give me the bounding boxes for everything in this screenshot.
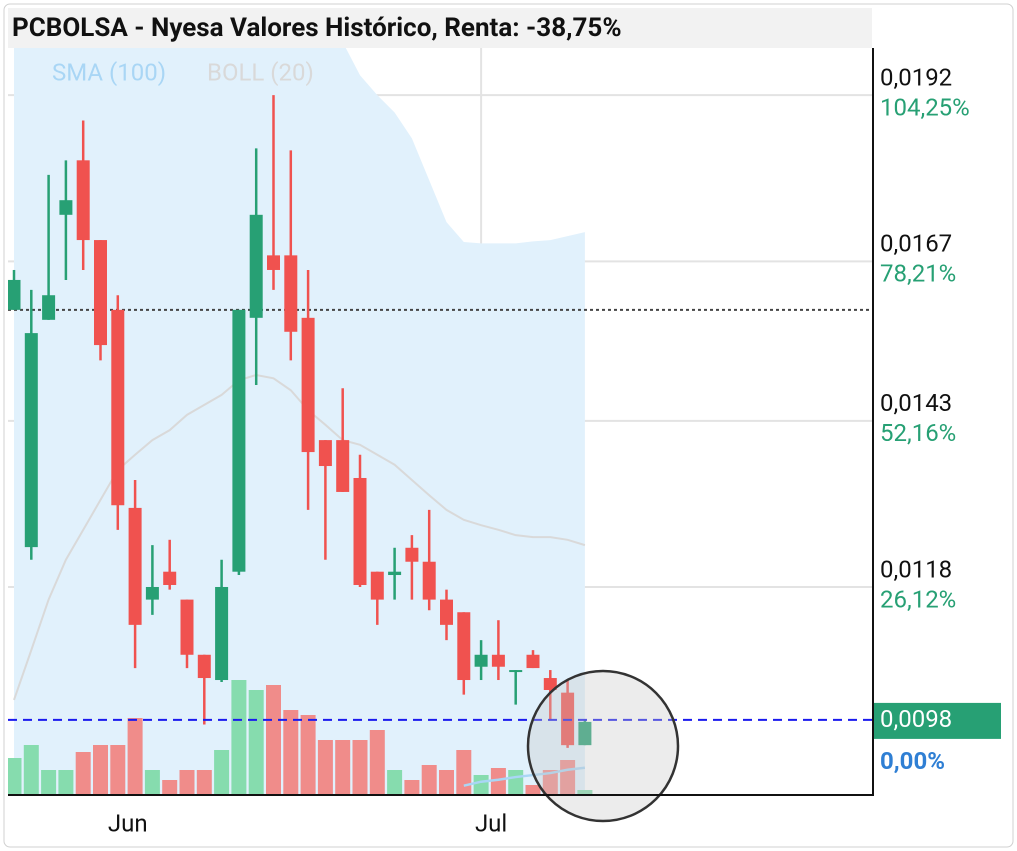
volume-bar [352, 740, 368, 795]
volume-bar [404, 780, 420, 795]
candle-body [145, 586, 159, 600]
volume-bar [41, 770, 57, 795]
volume-bar [387, 770, 403, 795]
volume-bar [179, 770, 195, 795]
overlay: 0,0098 0,00% SMA (100) BOLL (20) [52, 58, 1001, 775]
candle-body [42, 295, 56, 320]
volume-bar [93, 745, 108, 795]
y-tick-change-label: 104,25% [880, 94, 970, 122]
volume-bar [23, 745, 39, 795]
y-tick-label: 0,0167 [880, 230, 952, 258]
y-tick-label: 0,0192 [880, 64, 952, 92]
candle-body [76, 160, 90, 241]
volume-bar [110, 745, 126, 795]
candle-body [128, 507, 142, 625]
volume-bar [162, 780, 178, 795]
current-price-label: 0,0098 [880, 705, 952, 733]
legend-entry: SMA (100) [52, 58, 166, 86]
volume-bar [300, 715, 316, 795]
x-tick-label: Jul [475, 809, 507, 837]
volume-bar [283, 710, 299, 795]
candle-body [24, 333, 38, 548]
volume-bar [266, 685, 281, 795]
volume-bar [577, 790, 593, 795]
candle-body [491, 654, 505, 667]
current-price-box [873, 702, 1001, 739]
candle-body [59, 200, 73, 215]
volume-bar [542, 770, 558, 795]
title-band [8, 8, 872, 48]
candle-body [353, 477, 367, 585]
candle-body [232, 309, 246, 572]
candle-body [318, 440, 332, 467]
plot-area [8, 48, 873, 795]
candle-body [509, 670, 523, 673]
volume-bar [439, 770, 454, 795]
volume-bar [196, 770, 212, 795]
candle-body [578, 721, 592, 746]
candle-body [197, 654, 211, 679]
volume-bar [231, 680, 247, 795]
candle-body [526, 654, 540, 669]
volume-bar [490, 768, 506, 795]
volume-bar [248, 690, 264, 795]
volume-bar [335, 740, 351, 795]
y-tick-label: 0,0118 [880, 555, 952, 583]
candle-body [249, 214, 263, 318]
candle-body [267, 255, 280, 270]
sma-line [463, 766, 586, 787]
candle-body [388, 571, 402, 576]
current-price-change: 0,00% [880, 747, 945, 775]
volume-bar [421, 765, 437, 795]
volume-bar [473, 775, 489, 795]
y-tick-change-label: 26,12% [880, 585, 956, 613]
candle-body [440, 599, 453, 625]
volume-bar [317, 740, 333, 795]
candle-body [370, 571, 384, 600]
candle-body [543, 678, 557, 690]
legend-entry: BOLL (20) [207, 58, 314, 86]
y-tick-change-label: 52,16% [880, 419, 956, 447]
chart-title: PCBOLSA - Nyesa Valores Histórico, Renta… [12, 13, 622, 43]
volume-bar [456, 750, 472, 795]
y-tick-label: 0,0143 [880, 389, 952, 417]
volume-bar [58, 770, 74, 795]
volume-bar [214, 750, 230, 795]
volume-bar [525, 785, 541, 795]
candle-body [215, 586, 229, 681]
volume-bar [144, 770, 160, 795]
candle-body [405, 547, 419, 562]
volume-bar [8, 758, 22, 795]
candle-body [163, 571, 177, 585]
candle-body [284, 255, 298, 332]
bollinger-middle [13, 373, 586, 701]
candle-body [422, 561, 436, 600]
candle-body [94, 240, 107, 346]
candle-body [457, 612, 471, 681]
candle-body [336, 440, 350, 492]
candle-body [474, 654, 488, 667]
volume-bar [369, 730, 385, 795]
y-tick-change-label: 78,21% [880, 260, 956, 288]
volume-bar [127, 718, 143, 795]
highlight-circle [526, 669, 680, 823]
candle-body [301, 317, 315, 453]
volume-bar [75, 752, 91, 795]
candle-body [8, 279, 21, 310]
x-tick-label: Jun [108, 809, 148, 837]
candle-body [180, 599, 194, 655]
candle-body [111, 309, 125, 506]
volume-bar [508, 770, 524, 795]
